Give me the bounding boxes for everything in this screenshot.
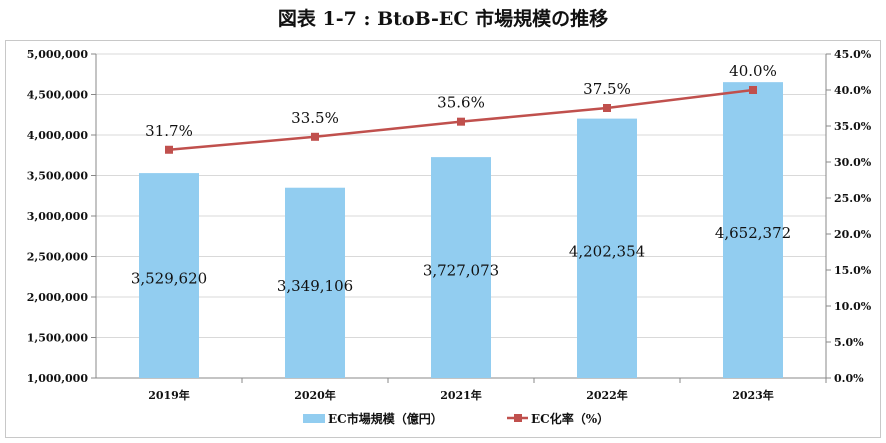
- bar: [431, 157, 491, 378]
- bar: [139, 173, 199, 378]
- x-tick-label: 2023年: [732, 388, 774, 402]
- y-left-tick-label: 4,000,000: [27, 129, 89, 142]
- y-right-tick-label: 45.0%: [834, 48, 872, 61]
- y-left-tick-label: 3,500,000: [27, 170, 89, 183]
- x-tick-label: 2019年: [148, 388, 190, 402]
- y-left-tick-label: 2,000,000: [27, 291, 89, 304]
- y-left-tick-label: 2,500,000: [27, 251, 89, 264]
- x-tick-label: 2021年: [440, 388, 482, 402]
- chart-frame: [5, 40, 881, 438]
- y-left-tick-label: 1,500,000: [27, 332, 89, 345]
- y-left-tick-label: 1,000,000: [27, 372, 89, 385]
- y-right-tick-label: 10.0%: [834, 300, 872, 313]
- y-right-tick-label: 25.0%: [834, 192, 872, 205]
- line-marker: [457, 117, 465, 126]
- bar: [723, 82, 783, 378]
- line-marker: [165, 145, 173, 154]
- bar-data-label: 4,652,372: [715, 224, 791, 242]
- legend-bar-swatch: [303, 414, 325, 423]
- line-data-label: 40.0%: [729, 62, 777, 80]
- bar-data-label: 3,529,620: [131, 270, 207, 288]
- legend-line-marker: [514, 414, 522, 422]
- bar-data-label: 3,727,073: [423, 262, 499, 280]
- bar-data-label: 3,349,106: [277, 277, 353, 295]
- x-tick-label: 2022年: [586, 388, 628, 402]
- legend-bar-label: EC市場規模（億円）: [328, 411, 443, 426]
- y-right-tick-label: 15.0%: [834, 264, 872, 277]
- y-left-tick-label: 5,000,000: [27, 48, 89, 61]
- y-left-tick-label: 3,000,000: [27, 210, 89, 223]
- bar-data-label: 4,202,354: [569, 242, 645, 260]
- line-data-label: 37.5%: [583, 80, 631, 98]
- x-tick-label: 2020年: [294, 388, 336, 402]
- line-marker: [603, 104, 611, 112]
- y-left-tick-label: 4,500,000: [27, 89, 89, 102]
- line-marker: [749, 86, 757, 94]
- line-data-label: 33.5%: [291, 109, 339, 127]
- line-data-label: 31.7%: [145, 122, 193, 140]
- y-right-tick-label: 20.0%: [834, 228, 872, 241]
- y-right-tick-label: 5.0%: [834, 336, 864, 349]
- y-right-tick-label: 0.0%: [834, 372, 864, 385]
- y-right-tick-label: 35.0%: [834, 120, 872, 133]
- line-marker: [311, 132, 319, 141]
- legend-line-label: EC化率（%）: [531, 411, 609, 426]
- y-right-tick-label: 40.0%: [834, 84, 872, 97]
- line-data-label: 35.6%: [437, 94, 485, 112]
- bar: [577, 118, 637, 379]
- chart-title: 図表 1-7 : BtoB-EC 市場規模の推移: [277, 8, 609, 30]
- bar: [285, 187, 345, 378]
- y-right-tick-label: 30.0%: [834, 156, 872, 169]
